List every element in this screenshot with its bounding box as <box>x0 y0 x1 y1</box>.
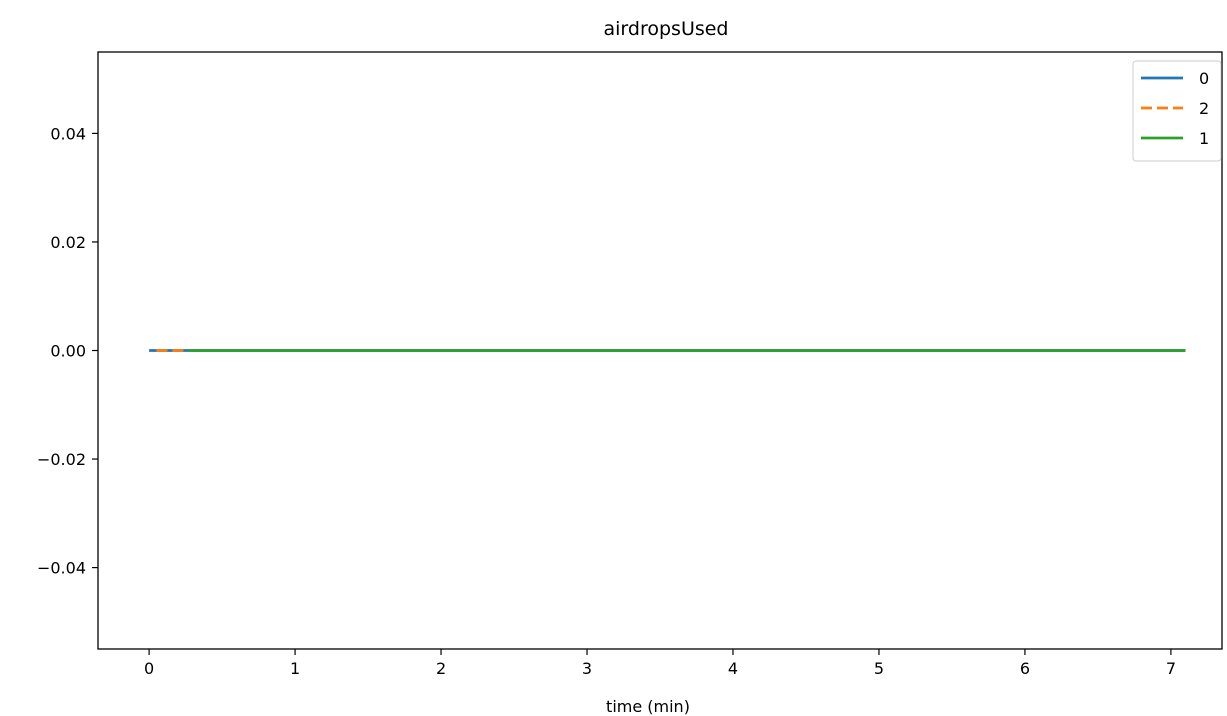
x-tick-label: 4 <box>728 659 738 678</box>
x-tick-label: 3 <box>582 659 592 678</box>
x-tick-label: 0 <box>144 659 154 678</box>
x-axis-label: time (min) <box>606 697 690 716</box>
y-tick-label: −0.02 <box>37 450 86 469</box>
x-axis: 0 1 2 3 4 5 6 7 <box>144 649 1176 678</box>
y-tick-label: 0.04 <box>50 124 86 143</box>
y-tick-label: 0.00 <box>50 342 86 361</box>
legend: 0 2 1 <box>1132 60 1222 162</box>
legend-label-2: 2 <box>1199 99 1209 118</box>
x-tick-label: 6 <box>1020 659 1030 678</box>
x-tick-label: 2 <box>436 659 446 678</box>
legend-label-1: 1 <box>1199 129 1209 148</box>
y-tick-label: 0.02 <box>50 233 86 252</box>
x-tick-label: 7 <box>1166 659 1176 678</box>
x-tick-label: 1 <box>290 659 300 678</box>
legend-box <box>1132 60 1222 162</box>
x-tick-label: 5 <box>874 659 884 678</box>
legend-label-0: 0 <box>1199 69 1209 88</box>
y-tick-label: −0.04 <box>37 559 86 578</box>
y-axis: −0.04 −0.02 0.00 0.02 0.04 <box>37 124 98 578</box>
chart-title: airdropsUsed <box>604 18 729 40</box>
